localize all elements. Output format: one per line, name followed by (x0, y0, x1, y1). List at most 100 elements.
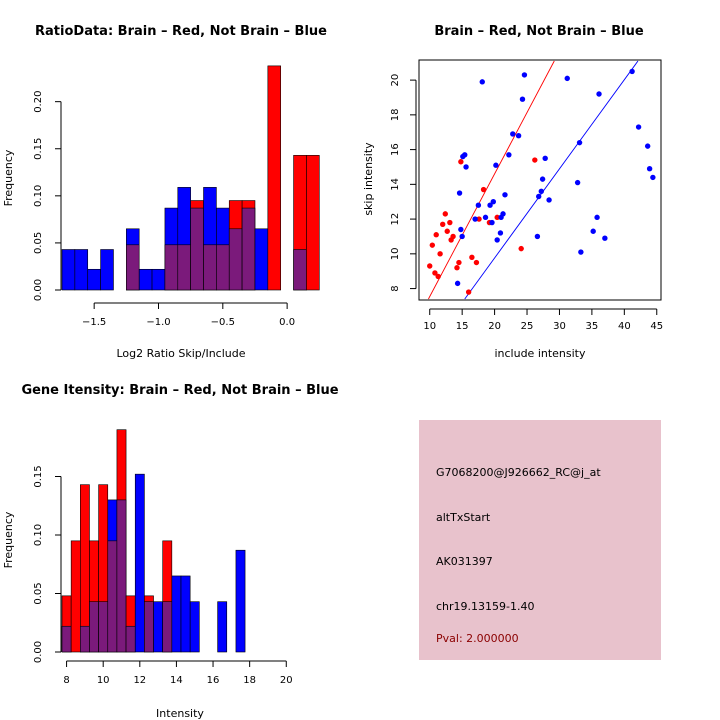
scatter-point-brain (429, 242, 436, 248)
gene-x-axis: 8 10 12 14 16 18 20 (63, 660, 293, 686)
scatter-point-not-brain (564, 75, 570, 82)
scatter-point-not-brain (521, 72, 528, 78)
ratio-y-tick-label: 0.00 (33, 279, 44, 301)
scatter-point-not-brain (596, 91, 602, 97)
gene-bar-overlap (162, 601, 173, 653)
scatter-plot-box (418, 59, 662, 301)
scatter-point-brain (447, 219, 453, 226)
ratio-y-tick-label: 0.05 (33, 232, 44, 254)
scatter-point-brain (440, 221, 446, 227)
ratio-bar-not-brain (151, 268, 166, 291)
scatter-fit-line-red (428, 60, 555, 300)
gene-bar-not-brain (134, 473, 145, 653)
info-accession: AK031397 (436, 555, 493, 568)
scatter-point-brain (444, 228, 450, 234)
info-location: chr19.13159-1.40 (436, 600, 535, 613)
scatter-y-axis: 8 10 12 14 16 18 20 (390, 74, 417, 292)
scatter-point-not-brain (539, 176, 546, 182)
gene-y-tick-label: 0.10 (33, 524, 44, 546)
scatter-y-tick-label: 8 (390, 285, 401, 291)
gene-bar-not-brain (189, 601, 200, 653)
scatter-point-not-brain (576, 139, 583, 146)
scatter-x-tick-label: 25 (521, 321, 534, 332)
scatter-points (427, 68, 656, 295)
gene-bar-overlap (144, 601, 154, 653)
scatter-x-tick-label: 45 (650, 321, 663, 332)
gene-bar-not-brain (153, 601, 163, 653)
gene-bar-not-brain (235, 549, 246, 653)
scatter-x-tick-label: 40 (618, 321, 631, 332)
scatter-point-brain (469, 254, 475, 261)
scatter-point-not-brain (635, 124, 642, 130)
scatter-point-not-brain (487, 202, 493, 208)
ratio-bar-not-brain (254, 228, 269, 291)
scatter-point-not-brain (629, 68, 635, 75)
ratio-bar-overlap (216, 244, 230, 291)
gene-x-tick-label: 16 (207, 675, 220, 686)
gene-y-tick-label: 0.15 (33, 465, 44, 487)
scatter-point-not-brain (500, 211, 506, 217)
scatter-point-not-brain (546, 197, 552, 203)
scatter-point-not-brain (475, 202, 482, 208)
scatter-point-not-brain (646, 166, 653, 172)
scatter-point-brain (458, 159, 464, 165)
gene-bar-overlap (80, 625, 90, 653)
gene-bar-overlap (98, 601, 109, 653)
gene-bar-not-brain (171, 575, 182, 653)
scatter-point-brain (432, 270, 438, 276)
gene-x-tick-label: 10 (97, 675, 110, 686)
scatter-point-brain (494, 214, 500, 221)
scatter-point-brain (454, 265, 460, 271)
gene-y-axis: 0.00 0.05 0.10 0.15 (33, 465, 62, 663)
scatter-point-brain (473, 259, 480, 266)
scatter-point-brain (450, 233, 456, 240)
scatter-point-brain (435, 273, 441, 280)
scatter-point-brain (476, 216, 482, 222)
scatter-y-tick-label: 20 (390, 74, 401, 87)
scatter-point-brain (442, 211, 448, 217)
ratio-bar-overlap (228, 228, 243, 291)
scatter-point-not-brain (602, 235, 608, 241)
ratio-bar-not-brain (100, 249, 114, 291)
scatter-point-not-brain (536, 193, 542, 200)
scatter-fit-line-blue (464, 60, 639, 300)
gene-ylabel: Frequency (2, 511, 15, 568)
ratio-bar-not-brain (74, 249, 89, 291)
ratio-y-axis: 0.00 0.05 0.10 0.15 0.20 (33, 91, 62, 301)
ratio-bar-brain (306, 155, 320, 291)
gene-xlabel: Intensity (156, 707, 204, 720)
scatter-panel: Brain – Red, Not Brain – Blue include in… (362, 24, 663, 360)
ratio-x-tick-label: −1.5 (82, 317, 106, 328)
ratio-x-tick-label: 0.0 (279, 317, 295, 328)
scatter-point-not-brain (482, 214, 489, 221)
gene-y-tick-label: 0.00 (33, 641, 44, 663)
info-pval: Pval: 2.000000 (436, 632, 519, 645)
scatter-point-not-brain (519, 96, 526, 102)
gene-bar-brain (70, 540, 81, 653)
scatter-point-not-brain (490, 199, 496, 205)
scatter-y-tick-label: 16 (390, 143, 401, 156)
scatter-point-not-brain (462, 152, 468, 158)
gene-x-tick-label: 20 (280, 675, 293, 686)
gene-bar-overlap (89, 601, 99, 653)
gene-bar-overlap (61, 625, 72, 653)
gene-x-tick-label: 18 (243, 675, 256, 686)
gene-bar-not-brain (217, 601, 228, 653)
scatter-point-not-brain (502, 192, 508, 198)
gene-x-tick-label: 14 (170, 675, 183, 686)
scatter-x-tick-label: 20 (488, 321, 501, 332)
gene-bar-overlap (116, 499, 127, 653)
scatter-point-not-brain (506, 152, 512, 158)
scatter-point-not-brain (542, 155, 548, 161)
ratio-bar-overlap (177, 244, 191, 291)
ratio-bar-not-brain (61, 249, 76, 291)
info-panel: G7068200@J926662_RC@j_at altTxStart AK03… (419, 420, 661, 660)
scatter-point-not-brain (515, 133, 522, 139)
scatter-point-not-brain (510, 131, 516, 137)
scatter-point-not-brain (493, 162, 499, 168)
scatter-point-brain (433, 232, 439, 238)
ratio-x-tick-label: −1.0 (146, 317, 170, 328)
scatter-point-not-brain (650, 174, 656, 181)
gene-bar-not-brain (180, 575, 191, 653)
